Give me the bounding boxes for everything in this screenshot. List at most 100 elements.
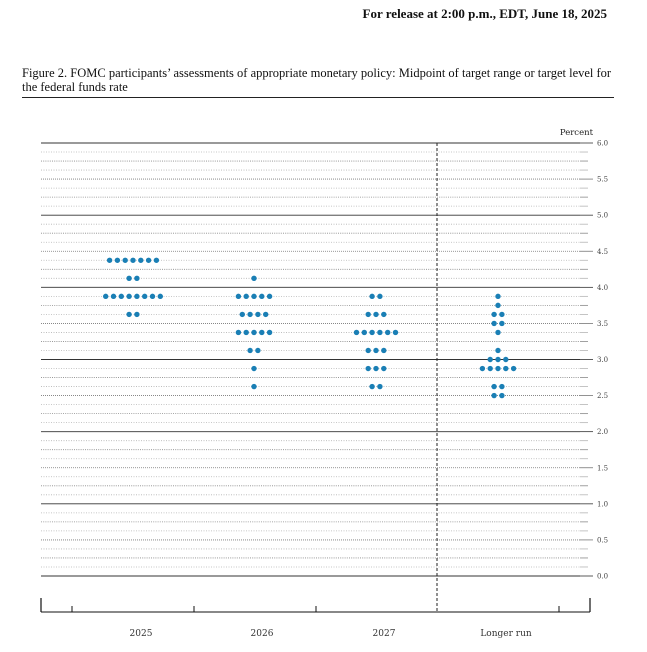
participant-dot bbox=[369, 329, 375, 336]
participant-dot bbox=[259, 293, 265, 300]
participant-dot bbox=[106, 257, 113, 263]
participant-dot bbox=[251, 275, 257, 282]
participant-dot bbox=[373, 311, 379, 318]
participant-dot bbox=[239, 311, 245, 318]
dot-series bbox=[103, 257, 517, 399]
participant-dot bbox=[114, 257, 121, 263]
participant-dot bbox=[365, 365, 371, 372]
participant-dot bbox=[134, 293, 140, 300]
y-tick-label: 0.0 bbox=[597, 573, 608, 581]
participant-dot bbox=[255, 311, 261, 318]
x-category-label: 2027 bbox=[373, 629, 396, 639]
participant-dot bbox=[495, 347, 501, 354]
participant-dot bbox=[392, 329, 399, 336]
participant-dot bbox=[365, 311, 371, 318]
participant-dot bbox=[495, 356, 501, 363]
participant-dot bbox=[103, 293, 109, 300]
participant-dot bbox=[118, 293, 125, 300]
y-tick-label: 1.5 bbox=[597, 464, 608, 472]
participant-dot bbox=[503, 356, 509, 363]
y-tick-label: 3.5 bbox=[597, 320, 608, 328]
y-axis: 0.0 0.5 1.0 1.5 2.0 2.5 3.0 3.5 4.0 4.5 5.0 5.5 6.0 bbox=[597, 140, 608, 581]
y-tick-label: 3.0 bbox=[597, 356, 608, 364]
participant-dot bbox=[495, 365, 501, 372]
y-tick-label: 5.5 bbox=[597, 176, 608, 184]
participant-dot bbox=[491, 392, 497, 399]
participant-dot bbox=[263, 311, 269, 318]
participant-dot bbox=[126, 293, 132, 300]
participant-dot bbox=[251, 383, 257, 390]
participant-dot bbox=[266, 293, 273, 300]
participant-dot bbox=[381, 311, 387, 318]
title-divider bbox=[22, 97, 614, 98]
participant-dot bbox=[373, 347, 379, 354]
participant-dot bbox=[365, 347, 371, 354]
participant-dot bbox=[235, 293, 242, 300]
grid-lines bbox=[41, 142, 593, 577]
participant-dot bbox=[247, 347, 253, 354]
participant-dot bbox=[495, 329, 501, 336]
participant-dot bbox=[361, 329, 367, 336]
participant-dot bbox=[377, 329, 383, 336]
y-axis-unit-label: Percent bbox=[560, 128, 594, 138]
participant-dot bbox=[491, 311, 497, 318]
participant-dot bbox=[377, 383, 383, 390]
participant-dot bbox=[251, 293, 257, 300]
participant-dot bbox=[243, 329, 249, 336]
participant-dot bbox=[149, 293, 156, 300]
y-tick-label: 1.0 bbox=[597, 500, 608, 508]
participant-dot bbox=[138, 257, 144, 263]
participant-dot bbox=[259, 329, 265, 336]
y-tick-label: 4.0 bbox=[597, 284, 608, 292]
participant-dot bbox=[491, 383, 497, 390]
participant-dot bbox=[126, 275, 132, 282]
release-notice: For release at 2:00 p.m., EDT, June 18, … bbox=[362, 6, 607, 21]
participant-dot bbox=[134, 311, 140, 318]
participant-dot bbox=[130, 257, 136, 263]
participant-dot bbox=[499, 383, 505, 390]
participant-dot bbox=[145, 257, 152, 263]
participant-dot bbox=[369, 293, 375, 300]
participant-dot bbox=[142, 293, 148, 300]
x-category-label: 2025 bbox=[130, 629, 153, 639]
participant-dot bbox=[243, 293, 249, 300]
participant-dot bbox=[373, 365, 379, 372]
y-tick-label: 6.0 bbox=[597, 140, 608, 148]
x-axis: 2025 2026 2027 Longer run bbox=[40, 598, 591, 639]
participant-dot bbox=[235, 329, 242, 336]
participant-dot bbox=[503, 365, 509, 372]
participant-dot bbox=[255, 347, 261, 354]
participant-dot bbox=[499, 311, 505, 318]
participant-dot bbox=[487, 365, 493, 372]
participant-dot bbox=[157, 293, 163, 300]
y-tick-label: 0.5 bbox=[597, 536, 608, 544]
y-tick-label: 2.5 bbox=[597, 392, 608, 400]
participant-dot bbox=[369, 383, 375, 390]
participant-dot bbox=[353, 329, 360, 336]
participant-dot bbox=[495, 293, 501, 300]
participant-dot bbox=[266, 329, 273, 336]
participant-dot bbox=[247, 311, 253, 318]
participant-dot bbox=[153, 257, 160, 263]
participant-dot bbox=[251, 365, 257, 372]
participant-dot bbox=[487, 356, 493, 363]
x-category-label: 2026 bbox=[251, 629, 274, 639]
participant-dot bbox=[479, 365, 486, 372]
participant-dot bbox=[122, 257, 128, 263]
participant-dot bbox=[110, 293, 117, 300]
participant-dot bbox=[499, 392, 505, 399]
x-category-label: Longer run bbox=[480, 629, 532, 639]
y-tick-label: 2.0 bbox=[597, 428, 608, 436]
participant-dot bbox=[126, 311, 132, 318]
participant-dot bbox=[381, 347, 387, 354]
participant-dot bbox=[510, 365, 517, 372]
participant-dot bbox=[134, 275, 140, 282]
participant-dot bbox=[381, 365, 387, 372]
y-tick-label: 5.0 bbox=[597, 212, 608, 220]
participant-dot bbox=[377, 293, 383, 300]
participant-dot bbox=[385, 329, 391, 336]
figure-title: Figure 2. FOMC participants’ assessments… bbox=[22, 66, 612, 94]
participant-dot bbox=[491, 320, 497, 327]
participant-dot bbox=[495, 302, 501, 309]
